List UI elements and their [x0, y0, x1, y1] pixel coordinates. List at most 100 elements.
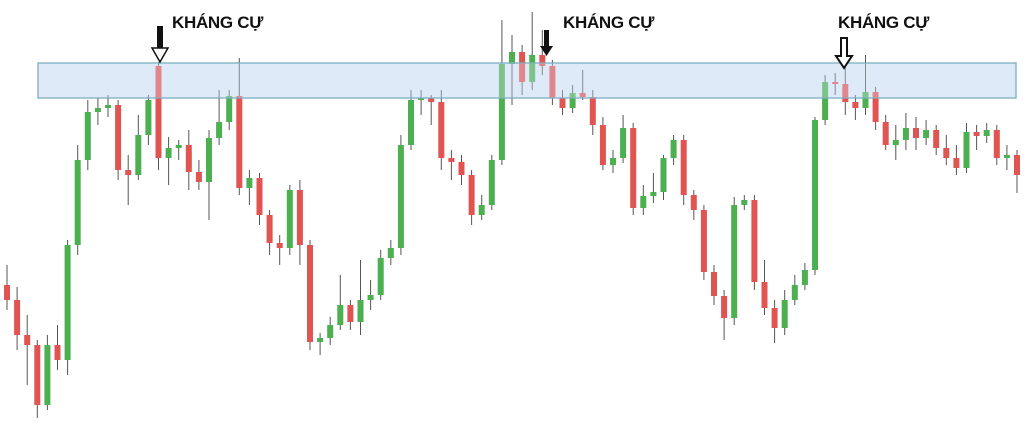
candle-body: [902, 128, 909, 140]
candle-body: [418, 98, 425, 100]
candle-body: [125, 170, 132, 175]
candle-body: [509, 52, 515, 64]
candle-body: [226, 96, 233, 122]
candle-body: [711, 272, 717, 296]
candle-body: [983, 130, 990, 136]
candle-body: [105, 105, 111, 108]
candle-body: [34, 345, 41, 405]
candle-body: [14, 300, 21, 335]
candle-body: [94, 108, 101, 112]
candle-body: [448, 158, 455, 162]
candle-body: [579, 93, 586, 97]
candle-body: [155, 66, 162, 158]
candle-body: [963, 132, 970, 168]
resistance-zone-layer: [37, 62, 1017, 99]
candle-body: [781, 300, 788, 328]
candle-body: [559, 98, 566, 108]
candle-body: [397, 145, 404, 248]
candle-body: [115, 105, 122, 170]
candle-body: [973, 132, 980, 136]
candle-body: [812, 120, 818, 270]
candle-body: [307, 245, 313, 342]
candle-body: [488, 160, 495, 205]
candle-body: [670, 140, 677, 158]
candle-body: [367, 295, 374, 300]
candle-body: [84, 112, 91, 160]
candle-body: [882, 122, 889, 145]
candle-body: [660, 158, 667, 192]
candle-body: [438, 102, 445, 158]
candle-body: [256, 178, 263, 215]
candle-body: [428, 98, 435, 102]
resistance-zone: [37, 62, 1017, 99]
resistance-zone-overlay: [37, 62, 1017, 99]
annotation: KHÁNG CỰ: [563, 13, 655, 32]
annotations: KHÁNG CỰ KHÁNG CỰ KHÁNG CỰ: [150, 13, 931, 70]
candle-body: [44, 345, 51, 405]
zone-tint: [37, 62, 1017, 99]
candle-body: [478, 205, 485, 215]
candle-body: [791, 285, 798, 300]
candle-body: [892, 140, 899, 145]
candle-body: [539, 55, 546, 66]
candle-body: [357, 300, 364, 322]
candle-body: [751, 200, 758, 282]
candle-body: [822, 82, 829, 120]
candle-body: [993, 130, 1000, 158]
candle-body: [953, 158, 960, 168]
candles: [4, 12, 1020, 418]
candle-body: [872, 92, 879, 122]
candle-body: [206, 138, 212, 182]
candle-body: [731, 205, 738, 318]
candle-body: [862, 92, 869, 108]
candle-body: [276, 243, 283, 248]
candle-body: [1003, 155, 1010, 158]
candle-body: [135, 135, 142, 175]
candle-body: [458, 162, 465, 175]
candle-body: [216, 122, 223, 138]
candle-body: [4, 285, 10, 300]
candle-body: [175, 145, 182, 148]
candle-body: [145, 100, 152, 135]
candle-body: [761, 282, 768, 308]
arrow-tip: [150, 47, 170, 64]
candle-body: [690, 195, 697, 210]
candle-body: [185, 145, 192, 172]
candle-body: [852, 102, 859, 108]
candle-body: [408, 100, 414, 145]
arrow: [834, 37, 854, 70]
candle-body: [599, 125, 606, 165]
candle-body: [650, 192, 657, 196]
candle-body: [519, 52, 526, 82]
candle-body: [468, 175, 475, 215]
candle-body: [24, 335, 31, 345]
candle-body: [246, 178, 253, 188]
candle-body: [387, 248, 394, 258]
candle-body: [529, 55, 536, 82]
candle-body: [923, 130, 930, 138]
candle-body: [296, 190, 303, 245]
candle-body: [933, 130, 940, 148]
candle-body: [165, 148, 172, 158]
candle-body: [842, 84, 849, 102]
candle-body: [54, 345, 61, 360]
candle-body: [327, 325, 334, 338]
candle-body: [771, 308, 778, 328]
annotation: KHÁNG CỰ: [172, 13, 264, 32]
candle-body: [832, 82, 839, 84]
annotation: KHÁNG CỰ: [838, 13, 930, 32]
candle-body: [943, 148, 950, 158]
candle-body: [569, 93, 576, 108]
candle-body: [236, 96, 243, 188]
candle-body: [317, 338, 324, 342]
candle-body: [630, 128, 637, 208]
candle-body: [610, 158, 616, 165]
candle-body: [913, 128, 919, 138]
candle-body: [498, 64, 505, 160]
candle-body: [549, 66, 556, 98]
arrow: [540, 30, 553, 56]
candle-body: [741, 200, 748, 205]
candle-body: [337, 305, 344, 325]
candle-body: [640, 196, 647, 208]
